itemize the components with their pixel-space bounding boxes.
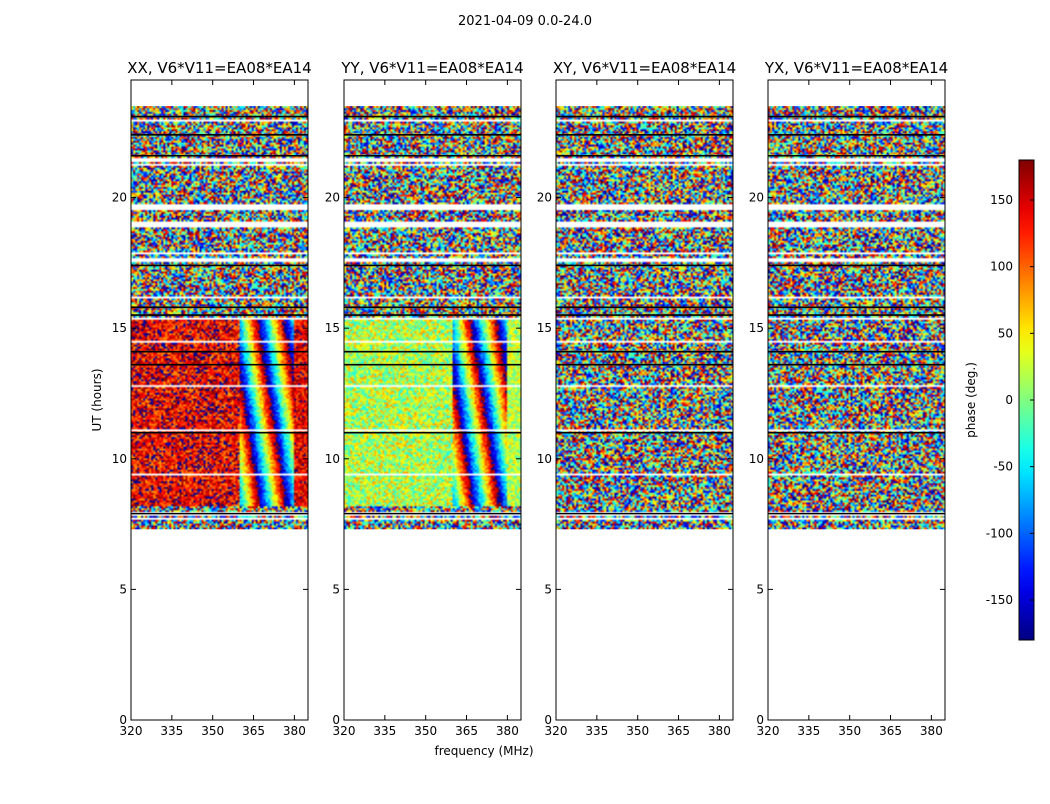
colorbar-tick-label: 50 [998, 326, 1013, 340]
panel-frame [767, 79, 946, 721]
y-tick-label: 0 [119, 713, 127, 727]
x-tick-label: 350 [838, 724, 861, 738]
panel-4: YX, V6*V11=EA08*EA14 320 335 350 365 380 0 5 10 1… [749, 59, 948, 738]
colorbar-tick-label: -100 [986, 526, 1013, 540]
panel-3: XY, V6*V11=EA08*EA14 320 335 350 365 380 0 5 10 1… [537, 59, 736, 738]
panel-title: XX, V6*V11=EA08*EA14 [127, 59, 311, 77]
y-tick-label: 10 [325, 452, 340, 466]
x-tick-label: 380 [920, 724, 943, 738]
y-tick-label: 20 [537, 191, 552, 205]
heatmap-image-3 [556, 106, 733, 530]
colorbar: -150 -100 -50 0 50 100 150 phase (deg.) [964, 159, 1035, 641]
x-tick-label: 350 [201, 724, 224, 738]
x-tick-label: 365 [667, 724, 690, 738]
panel-frame [343, 79, 522, 721]
y-tick-label: 20 [112, 191, 127, 205]
y-tick-label: 20 [325, 191, 340, 205]
x-tick-label: 350 [626, 724, 649, 738]
y-tick-label: 10 [537, 452, 552, 466]
colorbar-tick-label: -150 [986, 593, 1013, 607]
heatmap-image-4 [768, 106, 945, 530]
x-axis-label: frequency (MHz) [434, 744, 533, 758]
x-tick-label: 335 [797, 724, 820, 738]
panel-frame [555, 79, 734, 721]
heatmap-image-2 [344, 106, 521, 530]
x-tick-label: 365 [242, 724, 265, 738]
y-tick-label: 20 [749, 191, 764, 205]
x-tick-label: 365 [879, 724, 902, 738]
y-tick-label: 5 [756, 582, 764, 596]
colorbar-tick-label: 100 [990, 260, 1013, 274]
x-tick-label: 365 [455, 724, 478, 738]
colorbar-tick-label: 0 [1005, 393, 1013, 407]
x-tick-label: 335 [585, 724, 608, 738]
colorbar-tick-label: 150 [990, 193, 1013, 207]
y-tick-label: 10 [749, 452, 764, 466]
panel-title: XY, V6*V11=EA08*EA14 [553, 59, 736, 77]
y-tick-label: 5 [544, 582, 552, 596]
panel-2: YY, V6*V11=EA08*EA14 320 335 350 365 380 0 5 10 1… [325, 59, 524, 738]
x-tick-label: 335 [373, 724, 396, 738]
figure-suptitle: 2021-04-09 0.0-24.0 [458, 14, 592, 29]
y-tick-label: 5 [332, 582, 340, 596]
x-tick-label: 320 [120, 724, 143, 738]
x-tick-label: 320 [757, 724, 780, 738]
y-tick-label: 0 [332, 713, 340, 727]
y-tick-label: 15 [325, 321, 340, 335]
y-tick-label: 15 [112, 321, 127, 335]
y-tick-label: 5 [119, 582, 127, 596]
x-tick-label: 320 [333, 724, 356, 738]
y-tick-label: 10 [112, 452, 127, 466]
x-tick-label: 380 [496, 724, 519, 738]
colorbar-label: phase (deg.) [964, 362, 978, 438]
panel-title: YY, V6*V11=EA08*EA14 [340, 59, 523, 77]
colorbar-tick-label: -50 [993, 460, 1013, 474]
x-tick-label: 350 [414, 724, 437, 738]
panel-1: XX, V6*V11=EA08*EA14 320 335 350 365 380 0 5 10 1… [112, 59, 312, 738]
heatmap-image-1 [131, 106, 308, 530]
y-tick-label: 15 [749, 321, 764, 335]
y-tick-label: 0 [756, 713, 764, 727]
x-tick-label: 380 [283, 724, 306, 738]
x-tick-label: 320 [545, 724, 568, 738]
y-tick-label: 15 [537, 321, 552, 335]
x-tick-label: 380 [708, 724, 731, 738]
x-tick-label: 335 [160, 724, 183, 738]
panel-frame [130, 79, 309, 721]
panel-title: YX, V6*V11=EA08*EA14 [764, 59, 948, 77]
y-axis-label: UT (hours) [90, 368, 104, 431]
y-tick-label: 0 [544, 713, 552, 727]
